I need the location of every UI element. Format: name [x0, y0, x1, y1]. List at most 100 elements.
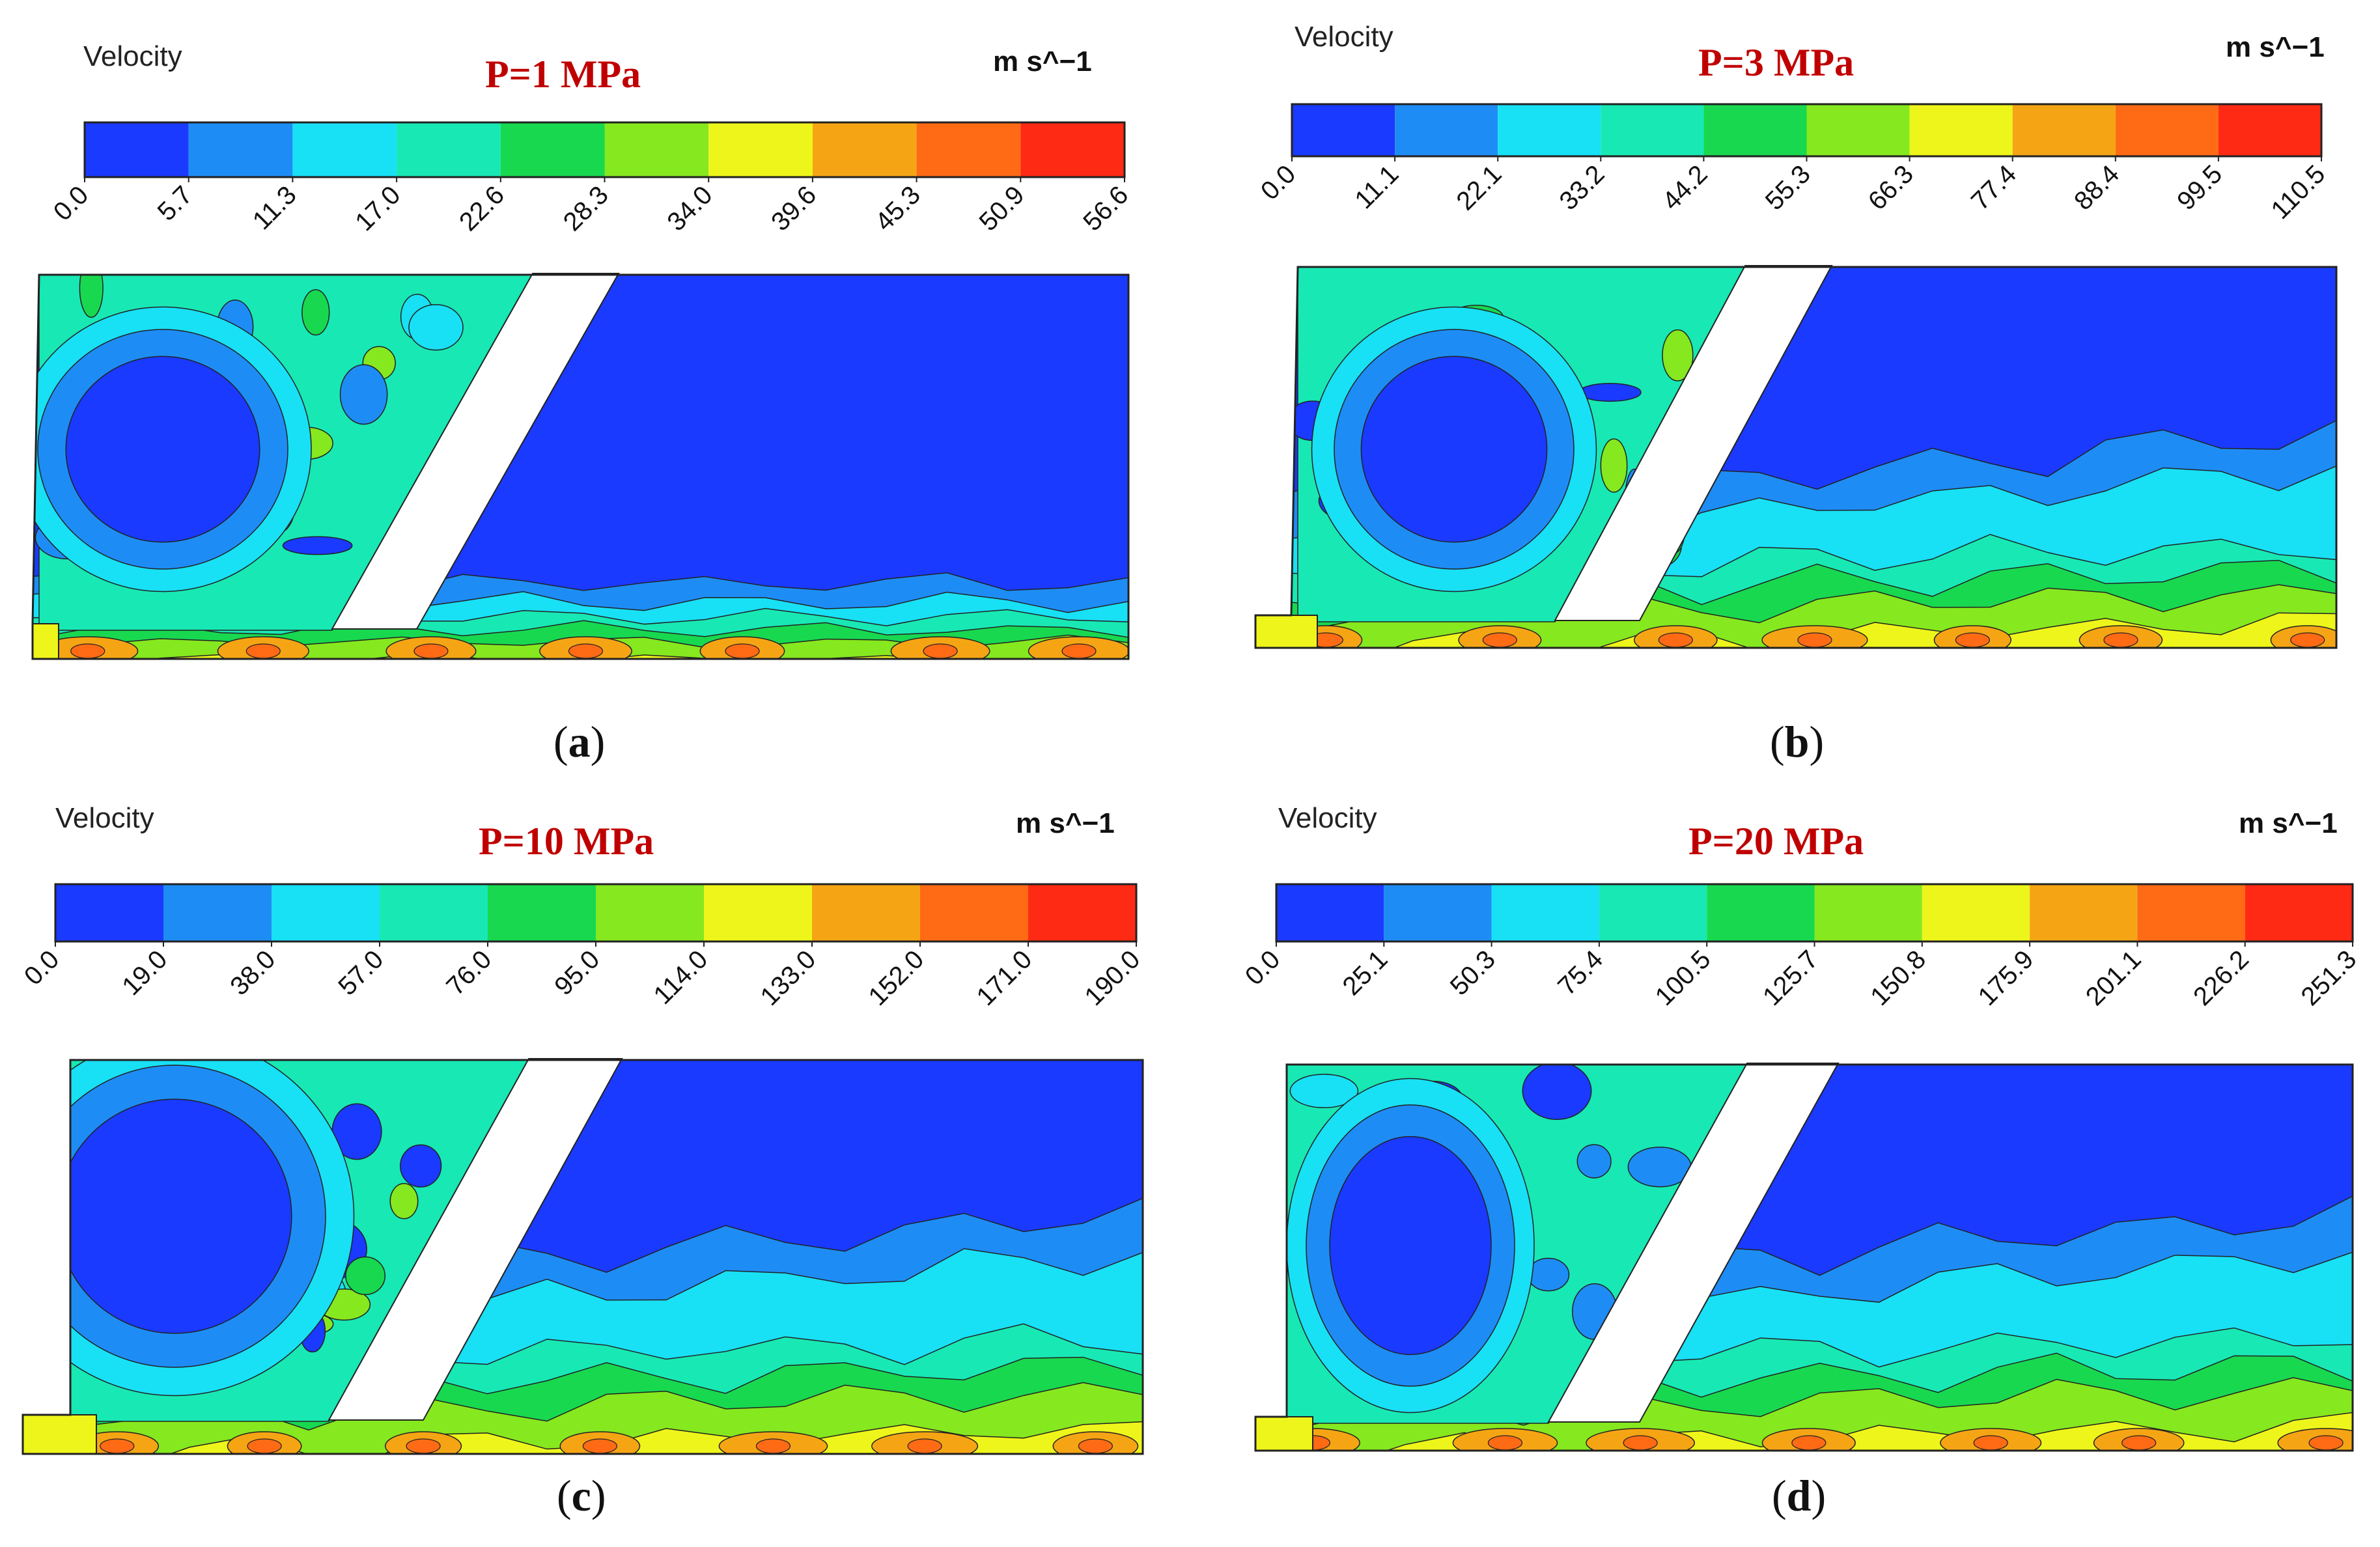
- tick-label: 56.6: [1078, 180, 1134, 236]
- color-bar: [1275, 883, 2354, 943]
- vortex-blob: [1522, 1065, 1592, 1121]
- tick-label: 39.6: [766, 180, 822, 236]
- hot-spot-core: [70, 643, 105, 659]
- tick-label: 22.6: [454, 180, 510, 236]
- hot-spot-core: [1482, 632, 1517, 648]
- color-bar-segment: [1498, 104, 1601, 156]
- domain-outline: [21, 1059, 1144, 1455]
- color-bar-segment: [812, 122, 917, 177]
- color-bar-segment: [1922, 884, 2030, 941]
- hot-spot-core: [1487, 1435, 1523, 1451]
- contour-figure: 0.0 5.7 11.3 17.0 22.6 28.3 34.0 39.6 45.3 50.9 56…: [31, 121, 1134, 660]
- jet-inlet: [1255, 615, 1318, 648]
- quantity-label: Velocity: [1295, 21, 1393, 53]
- quantity-label: Velocity: [1278, 802, 1377, 834]
- color-bar-segment: [920, 884, 1028, 941]
- vortex-blob: [339, 364, 388, 425]
- tick-label: 50.3: [1445, 945, 1501, 1001]
- color-bar-segment: [596, 884, 704, 941]
- color-bar-segment: [1395, 104, 1498, 156]
- color-bar-segment: [272, 884, 380, 941]
- hot-spot-core: [1623, 1435, 1658, 1451]
- tick-label: 77.4: [1966, 160, 2022, 216]
- color-bar-segment: [1292, 104, 1395, 156]
- vortex-blob: [1578, 383, 1642, 402]
- quantity-label: Velocity: [55, 802, 154, 834]
- tick-label: 19.0: [117, 945, 173, 1001]
- nozzle-wall: [1554, 265, 1833, 621]
- tick-label: 55.3: [1760, 160, 1816, 216]
- tick-label: 88.4: [2069, 160, 2125, 216]
- domain-outline: [31, 273, 1130, 660]
- tick-label: 0.0: [48, 180, 94, 226]
- vortex-blob: [1289, 1074, 1359, 1108]
- hot-spot-core: [1061, 643, 1097, 659]
- vortex-blob: [1662, 329, 1694, 382]
- hot-spot-core: [907, 1438, 942, 1454]
- tick-label: 45.3: [870, 180, 926, 236]
- color-bar-segment: [292, 122, 397, 177]
- nozzle-wall: [328, 1058, 623, 1421]
- tick-label: 57.0: [333, 945, 389, 1001]
- panel-caption: (b): [1770, 717, 1825, 766]
- color-bar-segment: [2115, 104, 2219, 156]
- hot-spot-core: [1973, 1435, 2008, 1451]
- color-bar-segment: [2137, 884, 2245, 941]
- tick-label: 76.0: [441, 945, 497, 1001]
- nozzle-wall: [1547, 1063, 1840, 1423]
- color-bar-segment: [1909, 104, 2013, 156]
- color-bar-segment: [1276, 884, 1384, 941]
- nozzle-wall: [331, 273, 620, 630]
- tick-label: 66.3: [1863, 160, 1919, 216]
- units-label: m s^−1: [2239, 807, 2338, 839]
- tick-label: 114.0: [649, 945, 714, 1010]
- tick-label: 0.0: [19, 945, 64, 990]
- panel-a: Velocity P=1 MPa m s^−1 0.0 5.7 11.3 17.0 22…: [0, 0, 1190, 774]
- panel-caption: (a): [553, 717, 606, 766]
- tick-label: 75.4: [1552, 945, 1608, 1001]
- color-bar-segment: [2218, 104, 2321, 156]
- hot-spot-core: [1658, 632, 1693, 648]
- color-bar-segment: [1028, 884, 1136, 941]
- color-bar-segment: [1806, 104, 1910, 156]
- tick-labels: 0.0 19.0 38.0 57.0 76.0 95.0 114.0 133.0 152.0 17…: [19, 941, 1145, 1011]
- contour-domain: [21, 1058, 1144, 1455]
- tick-labels: 0.0 5.7 11.3 17.0 22.6 28.3 34.0 39.6 45.3 50.9 56…: [48, 177, 1134, 236]
- color-bar-segment: [708, 122, 813, 177]
- tick-label: 171.0: [971, 945, 1037, 1011]
- hot-spot-core: [582, 1438, 617, 1454]
- hot-spot-core: [2308, 1435, 2344, 1451]
- tick-label: 44.2: [1657, 160, 1713, 216]
- vortex-blob: [79, 275, 104, 318]
- vortex-core: [57, 1098, 292, 1334]
- tick-label: 152.0: [863, 945, 929, 1011]
- color-bar-segment: [1491, 884, 1599, 941]
- contour-figure: 0.0 19.0 38.0 57.0 76.0 95.0 114.0 133.0 152.0 17…: [19, 883, 1145, 1455]
- color-bar-segment: [2245, 884, 2353, 941]
- color-bar-segment: [55, 884, 163, 941]
- color-bar-segment: [812, 884, 920, 941]
- tick-label: 28.3: [558, 180, 614, 236]
- pressure-label: P=3 MPa: [1698, 41, 1855, 84]
- color-bar-segment: [500, 122, 605, 177]
- hot-spot-core: [923, 643, 958, 659]
- hot-spot-core: [755, 1438, 791, 1454]
- jet-inlet: [1255, 1416, 1313, 1451]
- color-bar: [54, 883, 1138, 943]
- units-label: m s^−1: [993, 46, 1092, 77]
- color-bar-segment: [380, 884, 488, 941]
- color-bar-segment: [1703, 104, 1807, 156]
- color-bar-segment: [163, 884, 272, 941]
- vortex-blob: [1576, 1144, 1612, 1178]
- hot-spot-core: [406, 1438, 441, 1454]
- contour-field: [23, 1060, 1143, 1454]
- tick-label: 201.1: [2080, 945, 2147, 1011]
- tick-label: 125.7: [1757, 945, 1824, 1011]
- vortex-blob: [389, 1183, 419, 1219]
- tick-label: 0.0: [1255, 160, 1301, 205]
- tick-label: 33.2: [1554, 160, 1610, 216]
- tick-label: 190.0: [1079, 945, 1145, 1011]
- vortex-core: [65, 355, 260, 543]
- contour-figure: 0.0 25.1 50.3 75.4 100.5 125.7 150.8 175.9 201.1…: [1240, 883, 2362, 1452]
- tick-labels: 0.0 25.1 50.3 75.4 100.5 125.7 150.8 175.9 201.1…: [1240, 941, 2362, 1011]
